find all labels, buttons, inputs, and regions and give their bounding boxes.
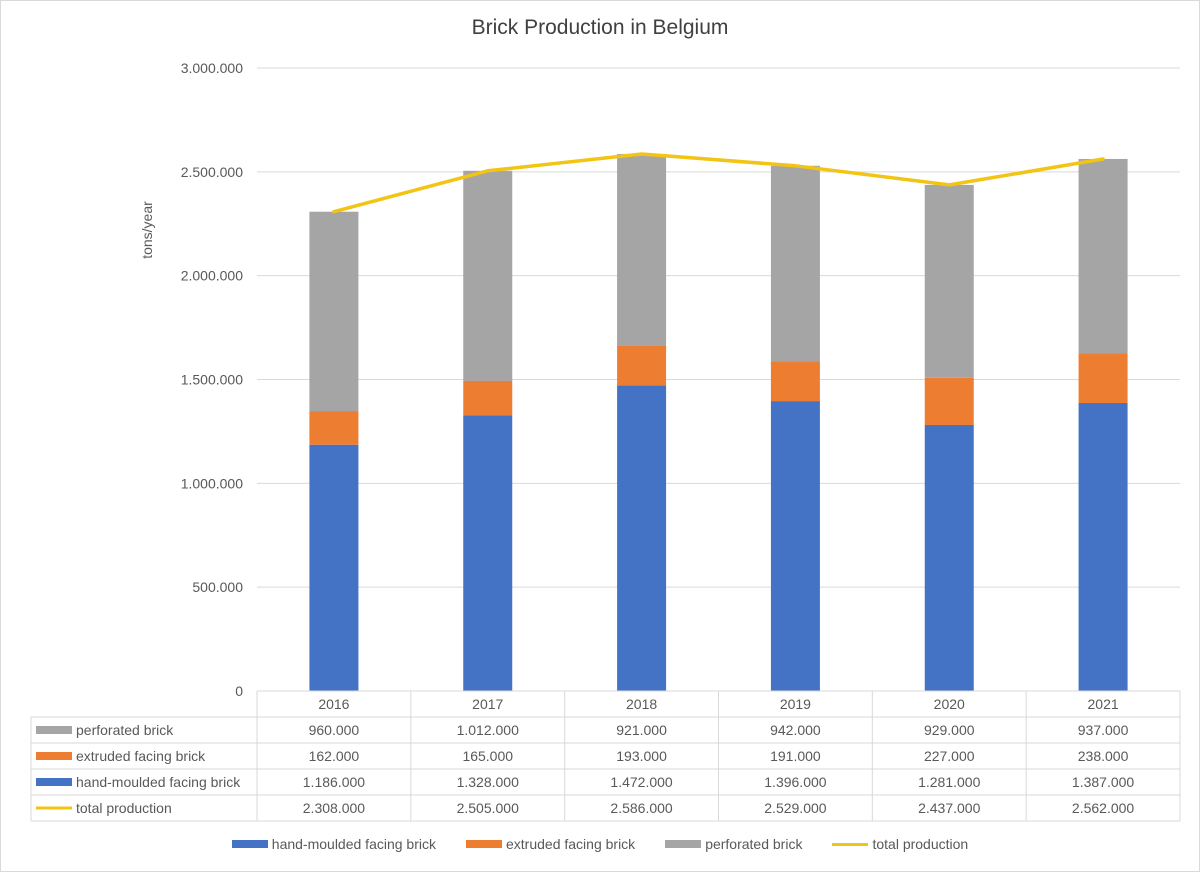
bar-hand-moulded [617, 385, 667, 691]
table-cell-value: 1.012.000 [457, 722, 519, 738]
table-cell-value: 227.000 [924, 748, 975, 764]
table-key-swatch [36, 752, 72, 760]
table-cell-value: 2.308.000 [303, 800, 365, 816]
legend-label-hand-moulded: hand-moulded facing brick [271, 836, 436, 852]
bar-perforated [1078, 158, 1128, 354]
y-tick-label: 1.000.000 [181, 475, 243, 491]
legend-swatch-hand-moulded [231, 840, 268, 848]
table-cell-value: 1.186.000 [303, 774, 365, 790]
bar-hand-moulded [1078, 402, 1128, 691]
bar-extruded [924, 377, 974, 425]
table-cell-value: 165.000 [462, 748, 513, 764]
bar-extruded [617, 345, 667, 386]
bar-hand-moulded [309, 444, 359, 691]
table-cell-value: 929.000 [924, 722, 975, 738]
bar-hand-moulded [770, 401, 820, 691]
table-cell-value: 2.562.000 [1072, 800, 1134, 816]
table-cell-value: 1.396.000 [764, 774, 826, 790]
bar-extruded [309, 411, 359, 445]
y-tick-label: 0 [235, 683, 243, 699]
legend-item-perforated: perforated brick [665, 836, 802, 852]
y-axis-title: tons/year [135, 200, 159, 260]
x-tick-label: 2016 [318, 696, 349, 712]
table-key-swatch [36, 726, 72, 734]
bar-hand-moulded [463, 415, 513, 691]
y-tick-label: 2.000.000 [181, 268, 243, 284]
x-tick-label: 2020 [934, 696, 965, 712]
table-cell-value: 2.586.000 [610, 800, 672, 816]
x-tick-label: 2019 [780, 696, 811, 712]
bar-perforated [924, 184, 974, 378]
bar-extruded [463, 380, 513, 416]
legend-label-total: total production [872, 836, 969, 852]
y-axis-title-text: tons/year [139, 201, 155, 259]
table-cell-value: 960.000 [309, 722, 360, 738]
table-cell-value: 191.000 [770, 748, 821, 764]
legend-item-extruded: extruded facing brick [466, 836, 635, 852]
table-row-label: perforated brick [76, 722, 174, 738]
table-cell-value: 2.529.000 [764, 800, 826, 816]
legend-item-total: total production [832, 836, 968, 852]
series-line-total-production [332, 152, 1105, 214]
table-cell-value: 1.387.000 [1072, 774, 1134, 790]
bar-perforated [463, 170, 513, 381]
table-cell-value: 937.000 [1078, 722, 1129, 738]
table-key-swatch [36, 778, 72, 786]
chart-plot: 0 500.000 1.000.000 1.500.000 2.000.000 2.500… [30, 60, 1181, 822]
table-cell-value: 2.437.000 [918, 800, 980, 816]
bar-extruded [770, 361, 820, 402]
bar-extruded [1078, 353, 1128, 403]
chart-legend: hand-moulded facing brick extruded facin… [0, 836, 1200, 852]
legend-swatch-total [832, 842, 869, 846]
legend-label-perforated: perforated brick [705, 836, 803, 852]
table-cell-value: 1.472.000 [610, 774, 672, 790]
x-tick-label: 2017 [472, 696, 503, 712]
legend-swatch-extruded [466, 840, 502, 848]
table-cell-value: 921.000 [616, 722, 667, 738]
bar-perforated [770, 165, 820, 362]
table-row-label: hand-moulded facing brick [76, 774, 241, 790]
table-row-label: extruded facing brick [76, 748, 206, 764]
legend-swatch-perforated [665, 840, 702, 848]
y-tick-label: 1.500.000 [181, 372, 243, 388]
legend-label-extruded: extruded facing brick [506, 836, 636, 852]
x-tick-label: 2018 [626, 696, 657, 712]
chart-title: Brick Production in Belgium [471, 16, 729, 39]
table-cell-value: 193.000 [616, 748, 667, 764]
x-tick-label: 2021 [1088, 696, 1119, 712]
y-tick-label: 500.000 [192, 579, 243, 595]
table-cell-value: 2.505.000 [457, 800, 519, 816]
table-cell-value: 1.328.000 [457, 774, 519, 790]
bar-perforated [309, 211, 359, 412]
legend-item-hand-moulded: hand-moulded facing brick [231, 836, 436, 852]
bar-perforated [617, 153, 667, 346]
table-cell-value: 238.000 [1078, 748, 1129, 764]
table-cell-value: 942.000 [770, 722, 821, 738]
table-row-label: total production [76, 800, 172, 816]
table-key-line [36, 806, 72, 810]
bar-hand-moulded [924, 424, 974, 691]
table-cell-value: 1.281.000 [918, 774, 980, 790]
table-cell-value: 162.000 [309, 748, 360, 764]
y-tick-label: 2.500.000 [181, 164, 243, 180]
y-tick-label: 3.000.000 [181, 60, 243, 76]
